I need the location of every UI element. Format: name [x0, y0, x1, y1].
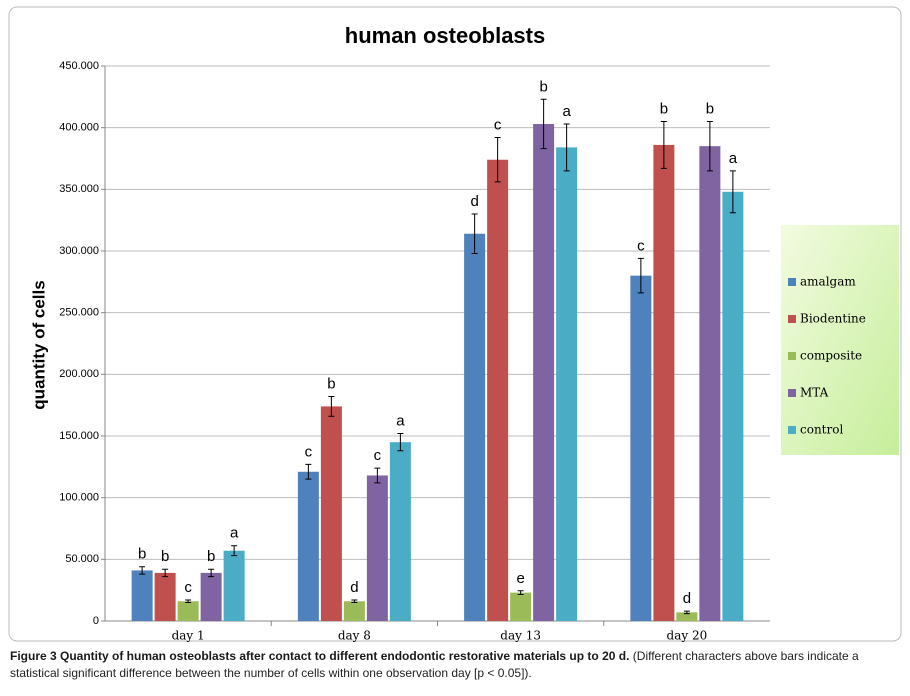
- significance-label: d: [683, 590, 691, 607]
- y-tick-label: 250.000: [59, 307, 99, 319]
- error-bar: [729, 170, 736, 214]
- legend-swatch: [788, 352, 796, 360]
- caption-title: Figure 3 Quantity of human osteoblasts a…: [10, 649, 630, 663]
- y-tick-label: 450.000: [59, 60, 99, 72]
- bar: [699, 146, 721, 621]
- error-bar: [494, 137, 501, 183]
- legend-swatch: [788, 278, 796, 286]
- significance-label: a: [562, 103, 571, 120]
- significance-label: e: [516, 570, 524, 587]
- bar: [177, 601, 199, 621]
- significance-label: d: [350, 579, 358, 596]
- bar: [131, 570, 153, 621]
- bar: [533, 123, 555, 621]
- y-tick-label: 400.000: [59, 122, 99, 134]
- x-tick-label: day 20: [667, 629, 708, 643]
- error-bar: [231, 545, 238, 557]
- significance-label: b: [138, 546, 146, 563]
- bar: [653, 144, 675, 621]
- legend-label: control: [800, 423, 843, 437]
- significance-label: b: [327, 376, 335, 393]
- legend-label: composite: [800, 349, 862, 363]
- significance-label: c: [374, 447, 382, 464]
- x-tick-label: day 8: [338, 629, 371, 643]
- significance-label: c: [305, 443, 313, 460]
- significance-label: a: [230, 525, 239, 542]
- bar: [320, 406, 342, 621]
- error-bar: [706, 121, 713, 172]
- bar: [487, 159, 509, 621]
- significance-label: b: [161, 548, 169, 565]
- bar: [200, 572, 222, 621]
- significance-label: c: [637, 237, 645, 254]
- error-bar: [162, 568, 169, 578]
- chart-frame: [8, 6, 902, 642]
- bar: [343, 601, 365, 621]
- error-bar: [328, 396, 335, 417]
- bar: [676, 612, 698, 621]
- significance-label: b: [539, 78, 547, 95]
- bar: [297, 471, 319, 621]
- y-tick-label: 200.000: [59, 368, 99, 380]
- x-tick-label: day 1: [172, 629, 205, 643]
- error-bar: [540, 98, 547, 150]
- caption: Figure 3 Quantity of human osteoblasts a…: [10, 648, 900, 682]
- y-tick-label: 350.000: [59, 183, 99, 195]
- legend-swatch: [788, 389, 796, 397]
- error-bar: [374, 467, 381, 484]
- error-bar: [208, 568, 215, 578]
- caption-text: (Different characters above bars indicat…: [10, 649, 859, 680]
- chart: human osteoblasts quantity of cells 0 50.…: [8, 6, 902, 643]
- bar: [464, 233, 486, 621]
- significance-label: b: [660, 100, 668, 117]
- error-bar: [517, 590, 524, 595]
- significance-label: c: [184, 579, 192, 596]
- legend-label: MTA: [800, 386, 829, 400]
- y-tick-label: 50.000: [65, 553, 99, 565]
- error-bar: [139, 566, 146, 575]
- error-bar: [660, 121, 667, 169]
- error-bar: [185, 599, 192, 603]
- error-bar: [563, 123, 570, 172]
- significance-label: c: [494, 117, 502, 134]
- legend-label: amalgam: [800, 275, 856, 289]
- bar: [223, 550, 245, 621]
- error-bar: [471, 213, 478, 254]
- bar: [630, 275, 652, 621]
- significance-label: b: [207, 548, 215, 565]
- significance-label: a: [396, 413, 405, 430]
- x-tick-label: day 13: [500, 629, 541, 643]
- chart-title: human osteoblasts: [345, 23, 545, 48]
- error-bar: [683, 610, 690, 615]
- y-tick-label: 300.000: [59, 245, 99, 257]
- legend-label: Biodentine: [800, 312, 866, 326]
- y-axis-label: quantity of cells: [29, 280, 48, 409]
- bar: [389, 442, 411, 621]
- bar: [154, 572, 176, 621]
- significance-label: d: [470, 193, 478, 210]
- bar: [510, 592, 532, 621]
- significance-label: b: [706, 100, 714, 117]
- legend-swatch: [788, 315, 796, 323]
- error-bar: [397, 433, 404, 452]
- legend-swatch: [788, 426, 796, 434]
- y-tick-label: 150.000: [59, 430, 99, 442]
- bar: [556, 147, 578, 621]
- y-tick-label: 0: [93, 615, 99, 627]
- error-bar: [637, 257, 644, 294]
- bar: [366, 475, 388, 621]
- bar: [722, 191, 744, 622]
- legend-box: [781, 225, 899, 455]
- error-bar: [305, 463, 312, 480]
- error-bar: [351, 599, 358, 603]
- y-tick-label: 100.000: [59, 492, 99, 504]
- significance-label: a: [729, 150, 738, 167]
